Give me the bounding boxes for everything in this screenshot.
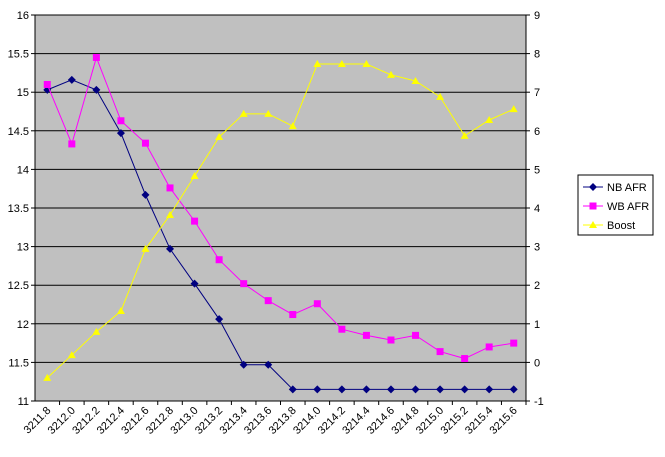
- y-tick-label: 12.5: [8, 280, 29, 292]
- y2-tick-label: 3: [534, 242, 540, 254]
- series-line: [47, 79, 514, 390]
- y-tick-label: 11: [18, 396, 29, 408]
- data-point-square: [461, 355, 469, 363]
- data-point-triangle: [386, 70, 395, 78]
- data-point-diamond: [386, 385, 395, 394]
- y-tick-label: 15: [17, 87, 29, 99]
- data-point-triangle: [92, 327, 101, 335]
- data-point-triangle: [264, 109, 273, 117]
- data-point-square: [141, 139, 149, 147]
- data-point-diamond: [313, 385, 322, 394]
- data-point-diamond: [337, 385, 346, 394]
- data-point-square: [313, 300, 321, 308]
- y-tick-label: 14.5: [8, 126, 29, 138]
- data-point-triangle: [166, 210, 175, 218]
- y2-tick-label: 6: [534, 126, 540, 138]
- data-point-square: [289, 311, 297, 319]
- data-point-diamond: [509, 385, 518, 394]
- data-point-diamond: [215, 315, 224, 324]
- data-point-square: [362, 331, 370, 339]
- data-point-square: [589, 202, 597, 210]
- data-point-triangle: [509, 105, 518, 113]
- data-point-triangle: [141, 244, 150, 252]
- y2-tick-label: 4: [534, 203, 540, 215]
- data-point-square: [264, 297, 272, 305]
- y2-tick-label: -1: [534, 396, 544, 408]
- y-tick-label: 13.5: [8, 203, 29, 215]
- data-point-square: [43, 80, 51, 88]
- data-point-square: [117, 117, 125, 125]
- data-point-diamond: [141, 190, 150, 199]
- data-point-triangle: [215, 132, 224, 140]
- data-point-diamond: [589, 183, 597, 191]
- data-point-diamond: [166, 244, 175, 253]
- data-point-square: [240, 280, 248, 288]
- data-point-diamond: [190, 279, 199, 288]
- data-point-diamond: [411, 385, 420, 394]
- data-point-diamond: [92, 85, 101, 94]
- data-point-triangle: [67, 351, 76, 359]
- data-point-square: [68, 140, 76, 148]
- y2-tick-label: 1: [534, 319, 540, 331]
- legend: NB AFR WB AFR Boost: [577, 174, 654, 236]
- data-point-triangle: [43, 373, 52, 381]
- data-point-diamond: [67, 75, 76, 84]
- y2-tick-label: 5: [534, 164, 540, 176]
- data-point-diamond: [264, 360, 273, 369]
- y-tick-label: 14: [17, 164, 29, 176]
- data-point-triangle: [460, 131, 469, 139]
- y-tick-label: 15.5: [8, 49, 29, 61]
- data-point-square: [412, 331, 420, 339]
- data-point-square: [166, 184, 174, 192]
- data-point-square: [191, 217, 199, 225]
- y-tick-label: 13: [17, 242, 29, 254]
- y2-tick-label: 2: [534, 280, 540, 292]
- data-point-diamond: [485, 385, 494, 394]
- y-tick-label: 12: [17, 319, 29, 331]
- x-tick-label: 3215.6: [488, 405, 520, 437]
- series-line: [46, 55, 514, 360]
- data-point-square: [485, 343, 493, 351]
- data-point-square: [510, 339, 518, 347]
- y-tick-label: 16: [17, 10, 29, 22]
- y2-tick-label: 8: [534, 49, 540, 61]
- data-point-triangle: [485, 115, 494, 123]
- data-point-triangle: [436, 92, 445, 100]
- y2-tick-label: 9: [534, 10, 540, 22]
- legend-label: Boost: [607, 220, 635, 232]
- y-tick-label: 11.5: [8, 357, 29, 369]
- data-point-triangle: [411, 77, 420, 85]
- series-boost: [43, 60, 518, 381]
- series-line: [46, 63, 514, 379]
- data-point-square: [92, 53, 100, 61]
- data-point-triangle: [116, 307, 125, 315]
- data-point-triangle: [589, 221, 597, 228]
- data-point-square: [436, 348, 444, 356]
- data-point-square: [215, 256, 223, 264]
- data-point-triangle: [313, 60, 322, 68]
- y2-tick-label: 0: [534, 357, 540, 369]
- legend-label: NB AFR: [607, 182, 647, 194]
- data-point-triangle: [337, 60, 346, 68]
- data-point-square: [338, 325, 346, 333]
- y2-tick-label: 7: [534, 87, 540, 99]
- data-point-diamond: [288, 385, 297, 394]
- data-point-diamond: [116, 129, 125, 138]
- data-point-diamond: [460, 385, 469, 394]
- data-point-triangle: [239, 109, 248, 117]
- data-point-diamond: [436, 385, 445, 394]
- data-point-square: [387, 336, 395, 344]
- legend-label: WB AFR: [607, 201, 649, 213]
- data-point-triangle: [288, 122, 297, 130]
- series-wb-afr: [43, 53, 518, 363]
- data-point-triangle: [190, 171, 199, 179]
- data-point-diamond: [362, 385, 371, 394]
- data-point-triangle: [362, 60, 371, 68]
- data-point-diamond: [239, 360, 248, 369]
